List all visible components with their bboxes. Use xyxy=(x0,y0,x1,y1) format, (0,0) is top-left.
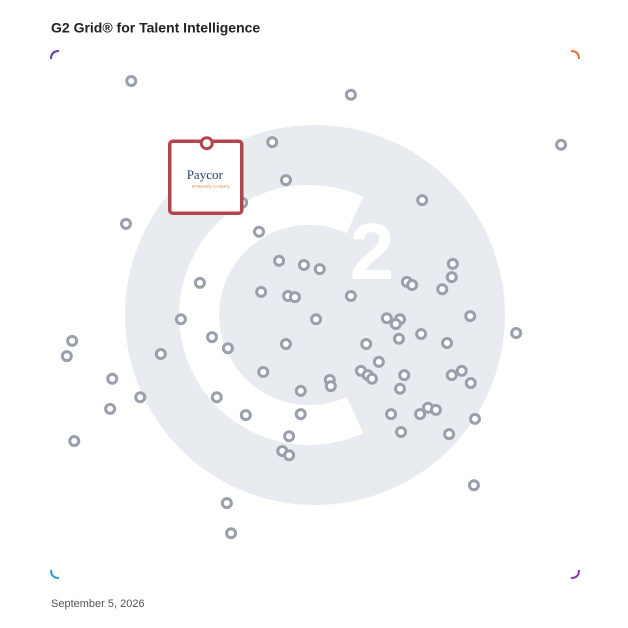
point xyxy=(394,382,407,395)
point xyxy=(134,391,147,404)
point xyxy=(406,278,419,291)
chart-title: G2 Grid® for Talent Intelligence xyxy=(51,20,260,36)
point xyxy=(294,408,307,421)
point xyxy=(344,88,357,101)
point xyxy=(60,350,73,363)
point xyxy=(206,331,219,344)
point xyxy=(266,136,279,149)
point xyxy=(366,372,379,385)
point xyxy=(445,271,458,284)
point xyxy=(279,338,292,351)
point xyxy=(464,377,477,390)
point xyxy=(445,369,458,382)
point xyxy=(389,317,402,330)
point xyxy=(297,258,310,271)
point xyxy=(398,369,411,382)
point xyxy=(464,310,477,323)
highlight-point xyxy=(199,136,214,151)
point xyxy=(257,365,270,378)
point xyxy=(455,364,468,377)
point xyxy=(416,194,429,207)
point xyxy=(380,312,393,325)
point xyxy=(288,291,301,304)
point xyxy=(106,372,119,385)
point xyxy=(395,426,408,439)
highlight-label: Paycor xyxy=(187,167,224,182)
point xyxy=(313,263,326,276)
point xyxy=(119,217,132,230)
point xyxy=(446,257,459,270)
point xyxy=(443,428,456,441)
point xyxy=(193,276,206,289)
point xyxy=(68,434,81,447)
point xyxy=(154,348,167,361)
point xyxy=(392,332,405,345)
point xyxy=(104,402,117,415)
point xyxy=(414,408,427,421)
point xyxy=(429,403,442,416)
point xyxy=(310,313,323,326)
point xyxy=(225,527,238,540)
point xyxy=(510,326,523,339)
point xyxy=(66,334,79,347)
point xyxy=(344,290,357,303)
point xyxy=(385,408,398,421)
point xyxy=(174,313,187,326)
point xyxy=(220,497,233,510)
point xyxy=(210,391,223,404)
point xyxy=(255,285,268,298)
point xyxy=(294,384,307,397)
point xyxy=(324,380,337,393)
point xyxy=(441,336,453,349)
point xyxy=(125,75,138,88)
point xyxy=(360,338,373,351)
footnote: September 5, 2026 xyxy=(51,598,145,610)
point xyxy=(239,409,252,422)
point xyxy=(467,479,480,492)
point xyxy=(283,430,296,443)
point xyxy=(468,412,481,425)
point xyxy=(415,327,428,340)
point xyxy=(283,449,296,462)
point xyxy=(273,254,286,267)
point xyxy=(372,355,385,368)
point xyxy=(555,138,568,151)
point xyxy=(279,174,292,187)
point xyxy=(253,225,266,238)
point xyxy=(221,342,234,355)
point xyxy=(436,283,449,296)
highlight-sublabel: A Paylocity Company xyxy=(192,183,230,188)
svg-text:2: 2 xyxy=(350,207,395,296)
